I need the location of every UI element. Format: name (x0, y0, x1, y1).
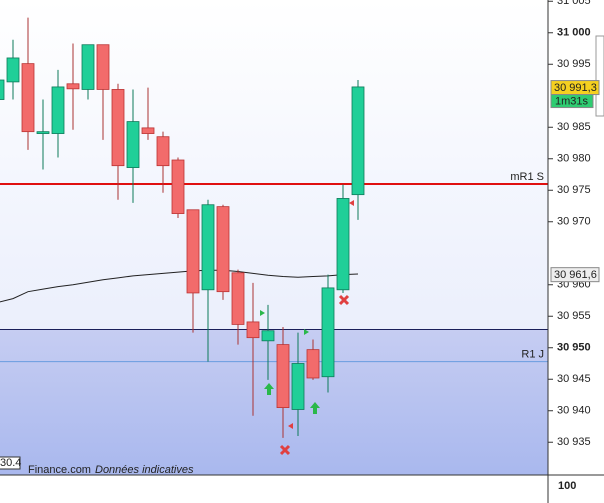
candle-body (141, 127, 155, 134)
candle-body (126, 121, 140, 168)
lower-axis-label: 100 (558, 480, 576, 492)
candle-body (306, 349, 320, 379)
candle-body (261, 330, 275, 342)
candle-body (321, 287, 335, 378)
corner-box (0, 456, 21, 470)
y-tick-label: 30 985 (557, 121, 591, 133)
y-tick-label: 30 970 (557, 216, 591, 228)
signals (260, 200, 354, 456)
level-label: mR1 S (510, 171, 544, 183)
candle-body (111, 89, 125, 167)
y-tick-label: 30 975 (557, 184, 591, 196)
candle-body (201, 204, 215, 291)
marker (260, 310, 265, 316)
y-tick-label: 30 940 (557, 405, 591, 417)
candle-body (81, 44, 95, 90)
y-tick-label: 31 005 (557, 0, 591, 7)
candle-body (66, 83, 80, 90)
moving-average (0, 269, 359, 303)
candle-body (96, 44, 110, 90)
candle-body (36, 131, 50, 134)
candle-body (51, 86, 65, 134)
candle-body (0, 79, 5, 100)
scrollbar (595, 35, 604, 117)
candle-body (231, 272, 245, 325)
y-tick-label: 30 995 (557, 58, 591, 70)
marker (304, 329, 309, 335)
candle-body (351, 86, 365, 196)
y-tick-label: 30 980 (557, 153, 591, 165)
timer: 1m31s (555, 95, 589, 107)
candle-body (186, 209, 200, 294)
y-tick-label: 31 000 (557, 27, 591, 39)
candle-body (156, 136, 170, 167)
candle-body (291, 363, 305, 410)
footer: Finance.com (28, 464, 91, 476)
level-label: R1 J (521, 349, 544, 361)
marker (349, 200, 354, 206)
sell-signal (338, 294, 350, 306)
buy-signal (264, 383, 274, 395)
ma-price-box (550, 267, 600, 283)
candle-body (171, 159, 185, 214)
corner-label: 30.4 (0, 457, 21, 469)
y-tick-label: 30 945 (557, 373, 591, 385)
zone (0, 329, 548, 475)
y-tick-label: 30 955 (557, 310, 591, 322)
timer-box (550, 94, 594, 109)
y-tick-label: 30 935 (557, 436, 591, 448)
last-price: 30 991,3 (554, 82, 597, 94)
sell-signal (279, 444, 291, 456)
candle-body (6, 57, 20, 83)
candle-body (276, 344, 290, 408)
candle-body (246, 321, 260, 339)
footer-note: Données indicatives (95, 464, 194, 476)
y-tick-label: 30 950 (557, 342, 591, 354)
candle-body (216, 206, 230, 293)
ma-price: 30 961,6 (554, 269, 597, 281)
candle-body (336, 198, 350, 291)
buy-signal (310, 402, 320, 414)
candle-body (21, 63, 35, 133)
marker (288, 423, 293, 429)
